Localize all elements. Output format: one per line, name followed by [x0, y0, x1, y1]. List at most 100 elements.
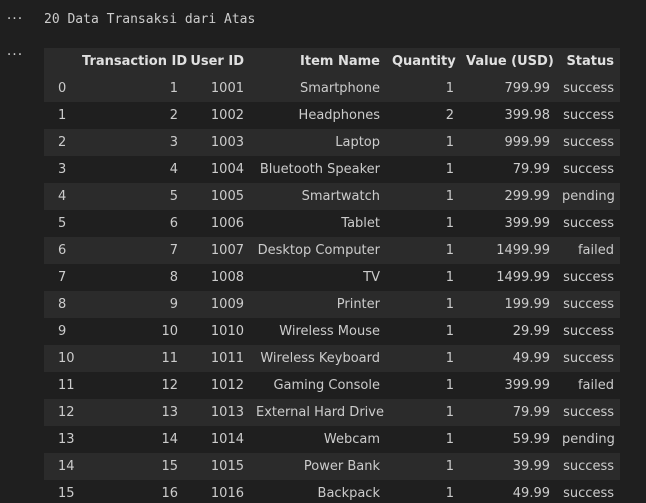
table-cell: 1 [386, 318, 460, 345]
table-cell: 1 [386, 345, 460, 372]
row-index: 13 [44, 426, 76, 453]
table-cell: 1 [386, 156, 460, 183]
table-cell: 1 [386, 480, 460, 503]
table-cell: Tablet [250, 210, 386, 237]
table-cell: success [556, 75, 620, 102]
table-cell: success [556, 129, 620, 156]
table-cell: 1007 [184, 237, 250, 264]
column-header: Item Name [250, 48, 386, 75]
output-menu-icon-top[interactable]: ··· [6, 11, 24, 27]
row-index: 11 [44, 372, 76, 399]
table-row: 9 10 1010 Wireless Mouse 1 29.99 success [44, 318, 620, 345]
table-row: 13 14 1014 Webcam 1 59.99 pending [44, 426, 620, 453]
table-cell: 9 [76, 291, 184, 318]
column-header: User ID [184, 48, 250, 75]
table-cell: 2 [386, 102, 460, 129]
table-cell: success [556, 345, 620, 372]
table-cell: failed [556, 237, 620, 264]
table-cell: 11 [76, 345, 184, 372]
row-index: 3 [44, 156, 76, 183]
table-cell: 39.99 [460, 453, 556, 480]
table-cell: success [556, 453, 620, 480]
table-cell: failed [556, 372, 620, 399]
table-row: 10 11 1011 Wireless Keyboard 1 49.99 success [44, 345, 620, 372]
column-header: Transaction ID [76, 48, 187, 75]
table-cell: 399.99 [460, 210, 556, 237]
table-cell: Smartwatch [250, 183, 386, 210]
table-cell: 1014 [184, 426, 250, 453]
table-row: 8 9 1009 Printer 1 199.99 success [44, 291, 620, 318]
table-cell: 1 [386, 75, 460, 102]
table-cell: 1 [386, 399, 460, 426]
table-cell: 2 [76, 102, 184, 129]
table-cell: 1011 [184, 345, 250, 372]
output-stream-text: 20 Data Transaksi dari Atas [44, 12, 256, 27]
row-index: 7 [44, 264, 76, 291]
table-row: 6 7 1007 Desktop Computer 1 1499.99 failed [44, 237, 620, 264]
table-cell: 1012 [184, 372, 250, 399]
table-row: 15 16 1016 Backpack 1 49.99 success [44, 480, 620, 503]
row-index: 5 [44, 210, 76, 237]
table-cell: Gaming Console [250, 372, 386, 399]
table-cell: Wireless Mouse [250, 318, 386, 345]
table-header: Transaction ID User ID Item Name Quantity Va… [44, 48, 620, 75]
table-cell: success [556, 156, 620, 183]
row-index: 12 [44, 399, 76, 426]
table-cell: Webcam [250, 426, 386, 453]
table-row: 14 15 1015 Power Bank 1 39.99 success [44, 453, 620, 480]
output-menu-icon-table[interactable]: ··· [6, 47, 24, 63]
table-cell: 1 [386, 291, 460, 318]
dataframe-output: Transaction ID User ID Item Name Quantity Va… [44, 48, 620, 503]
table-cell: Headphones [250, 102, 386, 129]
table-cell: 1008 [184, 264, 250, 291]
table-cell: 14 [76, 426, 184, 453]
table-cell: 1001 [184, 75, 250, 102]
table-cell: success [556, 264, 620, 291]
table-cell: 49.99 [460, 480, 556, 503]
row-index: 14 [44, 453, 76, 480]
table-cell: 1 [76, 75, 184, 102]
table-cell: 1 [386, 426, 460, 453]
row-index: 6 [44, 237, 76, 264]
table-cell: 79.99 [460, 156, 556, 183]
table-cell: success [556, 480, 620, 503]
table-cell: success [556, 102, 620, 129]
table-row: 11 12 1012 Gaming Console 1 399.99 failed [44, 372, 620, 399]
table-cell: pending [556, 426, 620, 453]
row-index: 8 [44, 291, 76, 318]
row-index: 9 [44, 318, 76, 345]
table-cell: 1010 [184, 318, 250, 345]
table-cell: 4 [76, 156, 184, 183]
table-row: 5 6 1006 Tablet 1 399.99 success [44, 210, 620, 237]
column-header: Status [556, 48, 620, 75]
table-cell: success [556, 318, 620, 345]
table-row: 1 2 1002 Headphones 2 399.98 success [44, 102, 620, 129]
table-cell: 15 [76, 453, 184, 480]
column-header: Quantity [386, 48, 460, 75]
table-cell: Wireless Keyboard [250, 345, 386, 372]
table-cell: 1 [386, 237, 460, 264]
table-cell: 1004 [184, 156, 250, 183]
table-row: 7 8 1008 TV 1 1499.99 success [44, 264, 620, 291]
table-cell: Laptop [250, 129, 386, 156]
table-cell: 1006 [184, 210, 250, 237]
table-row: 12 13 1013 External Hard Drive 1 79.99 success [44, 399, 620, 426]
table-cell: TV [250, 264, 386, 291]
table-cell: 1009 [184, 291, 250, 318]
table-cell: 59.99 [460, 426, 556, 453]
table-body: 0 1 1001 Smartphone 1 799.99 success 1 2 1002 Head… [44, 75, 620, 503]
table-cell: 1 [386, 210, 460, 237]
table-cell: Backpack [250, 480, 386, 503]
table-cell: Power Bank [250, 453, 386, 480]
table-cell: Bluetooth Speaker [250, 156, 386, 183]
table-cell: 1016 [184, 480, 250, 503]
row-index: 2 [44, 129, 76, 156]
column-header: Value (USD) [460, 48, 556, 75]
table-cell: 3 [76, 129, 184, 156]
row-index: 10 [44, 345, 76, 372]
header-index [44, 48, 76, 75]
table-cell: pending [556, 183, 620, 210]
table-cell: 1499.99 [460, 264, 556, 291]
table-cell: 7 [76, 237, 184, 264]
table-cell: 1499.99 [460, 237, 556, 264]
